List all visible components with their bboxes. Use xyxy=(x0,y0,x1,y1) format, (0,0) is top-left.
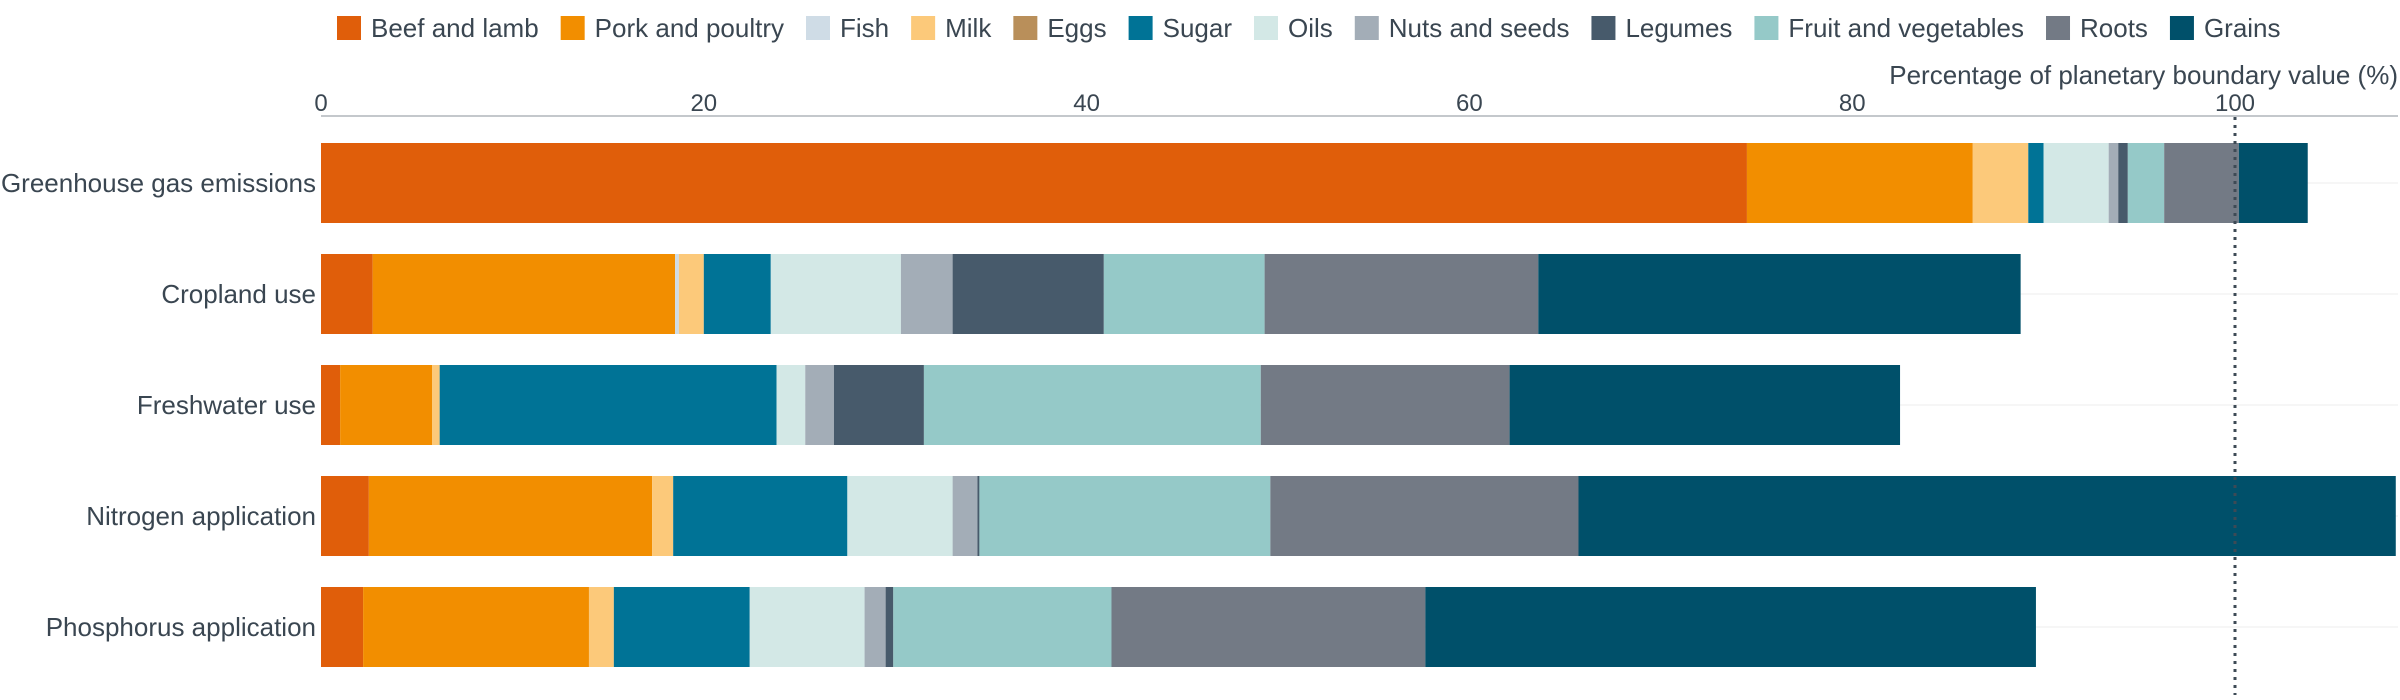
x-tick-label: 0 xyxy=(314,90,327,117)
bar-segment-oils[interactable] xyxy=(847,476,953,556)
legend-swatch-fish[interactable] xyxy=(806,16,830,40)
bar-segment-fish[interactable] xyxy=(675,254,679,334)
bar-segment-oils[interactable] xyxy=(776,365,806,445)
bar-segment-sugar[interactable] xyxy=(673,476,848,556)
legend-label-oils[interactable]: Oils xyxy=(1288,13,1333,43)
bar-segment-roots[interactable] xyxy=(2164,143,2239,223)
bar-segment-milk[interactable] xyxy=(1972,143,2029,223)
legend-label-fruit-and-vegetables[interactable]: Fruit and vegetables xyxy=(1788,13,2024,43)
bar-segment-nuts-and-seeds[interactable] xyxy=(2108,143,2119,223)
bar-segment-oils[interactable] xyxy=(770,254,901,334)
legend-label-legumes[interactable]: Legumes xyxy=(1625,13,1732,43)
legend-swatch-milk[interactable] xyxy=(911,16,936,40)
bar-segment-pork-and-poultry[interactable] xyxy=(372,254,676,334)
legend-swatch-pork-and-poultry[interactable] xyxy=(560,16,585,40)
legend-swatch-eggs[interactable] xyxy=(1013,16,1038,40)
bar-segment-roots[interactable] xyxy=(1111,587,1426,667)
bar-segment-sugar[interactable] xyxy=(439,365,777,445)
bar-segment-roots[interactable] xyxy=(1260,365,1510,445)
bar-segment-milk[interactable] xyxy=(432,365,440,445)
bar-segment-pork-and-poultry[interactable] xyxy=(368,476,653,556)
bar-segment-pork-and-poultry[interactable] xyxy=(1746,143,1973,223)
x-tick-label: 20 xyxy=(690,90,717,117)
bar-segment-milk[interactable] xyxy=(652,476,674,556)
legend-swatch-beef-and-lamb[interactable] xyxy=(337,16,361,40)
bar-segment-oils[interactable] xyxy=(2043,143,2109,223)
bar-segment-legumes[interactable] xyxy=(977,476,980,556)
bar-segment-nuts-and-seeds[interactable] xyxy=(864,587,886,667)
x-tick-label: 60 xyxy=(1456,90,1483,117)
bar-segment-fruit-and-vegetables[interactable] xyxy=(979,476,1271,556)
legend-swatch-fruit-and-vegetables[interactable] xyxy=(1754,16,1779,40)
category-label: Freshwater use xyxy=(137,390,316,420)
bar-segment-milk[interactable] xyxy=(678,254,704,334)
bar-segment-legumes[interactable] xyxy=(2118,143,2128,223)
bar-segment-sugar[interactable] xyxy=(703,254,771,334)
legend-label-eggs[interactable]: Eggs xyxy=(1047,13,1106,43)
bar-segment-legumes[interactable] xyxy=(952,254,1104,334)
legend-label-nuts-and-seeds[interactable]: Nuts and seeds xyxy=(1389,13,1570,43)
x-tick-label: 80 xyxy=(1839,90,1866,117)
bar-segment-oils[interactable] xyxy=(749,587,865,667)
bar-segment-fruit-and-vegetables[interactable] xyxy=(923,365,1261,445)
legend-label-roots[interactable]: Roots xyxy=(2080,13,2148,43)
bar-segment-nuts-and-seeds[interactable] xyxy=(805,365,834,445)
bar-segment-grains[interactable] xyxy=(1578,476,2396,556)
bar-segment-beef-and-lamb[interactable] xyxy=(321,143,1747,223)
category-label: Nitrogen application xyxy=(86,501,316,531)
category-label: Phosphorus application xyxy=(46,612,316,642)
bar-segment-fruit-and-vegetables[interactable] xyxy=(2127,143,2165,223)
bar-segment-pork-and-poultry[interactable] xyxy=(340,365,433,445)
bar-segment-beef-and-lamb[interactable] xyxy=(321,254,373,334)
bar-segment-legumes[interactable] xyxy=(833,365,924,445)
bar-segment-milk[interactable] xyxy=(588,587,614,667)
bar-segment-grains[interactable] xyxy=(1509,365,1901,445)
category-label: Cropland use xyxy=(161,279,316,309)
bar-segment-beef-and-lamb[interactable] xyxy=(321,476,369,556)
legend-label-milk[interactable]: Milk xyxy=(945,13,992,43)
bar-segment-roots[interactable] xyxy=(1264,254,1539,334)
bar-segment-fruit-and-vegetables[interactable] xyxy=(893,587,1112,667)
bar-segment-beef-and-lamb[interactable] xyxy=(321,587,364,667)
axis-title: Percentage of planetary boundary value (… xyxy=(1889,60,2398,90)
legend-label-sugar[interactable]: Sugar xyxy=(1163,13,1233,43)
legend-swatch-oils[interactable] xyxy=(1254,16,1278,40)
legend-swatch-legumes[interactable] xyxy=(1591,16,1616,40)
bar-segment-roots[interactable] xyxy=(1270,476,1579,556)
x-tick-label: 40 xyxy=(1073,90,1100,117)
legend-swatch-nuts-and-seeds[interactable] xyxy=(1354,16,1379,40)
bar-segment-nuts-and-seeds[interactable] xyxy=(900,254,953,334)
bar-segment-grains[interactable] xyxy=(1425,587,2036,667)
bar-segment-grains[interactable] xyxy=(2238,143,2308,223)
legend-label-pork-and-poultry[interactable]: Pork and poultry xyxy=(595,13,784,43)
legend-label-grains[interactable]: Grains xyxy=(2204,13,2281,43)
legend-swatch-sugar[interactable] xyxy=(1128,16,1153,40)
bar-segment-legumes[interactable] xyxy=(885,587,894,667)
bar-segment-sugar[interactable] xyxy=(2028,143,2044,223)
bar-segment-fruit-and-vegetables[interactable] xyxy=(1103,254,1265,334)
bar-segment-sugar[interactable] xyxy=(613,587,750,667)
x-tick-label: 100 xyxy=(2215,90,2255,117)
legend-label-fish[interactable]: Fish xyxy=(840,13,889,43)
bar-segment-pork-and-poultry[interactable] xyxy=(363,587,589,667)
legend-swatch-roots[interactable] xyxy=(2046,16,2071,40)
bar-segment-nuts-and-seeds[interactable] xyxy=(952,476,978,556)
legend-label-beef-and-lamb[interactable]: Beef and lamb xyxy=(371,13,539,43)
legend-swatch-grains[interactable] xyxy=(2169,16,2194,40)
bar-segment-grains[interactable] xyxy=(1538,254,2021,334)
bar-segment-beef-and-lamb[interactable] xyxy=(321,365,341,445)
category-label: Greenhouse gas emissions xyxy=(1,168,316,198)
